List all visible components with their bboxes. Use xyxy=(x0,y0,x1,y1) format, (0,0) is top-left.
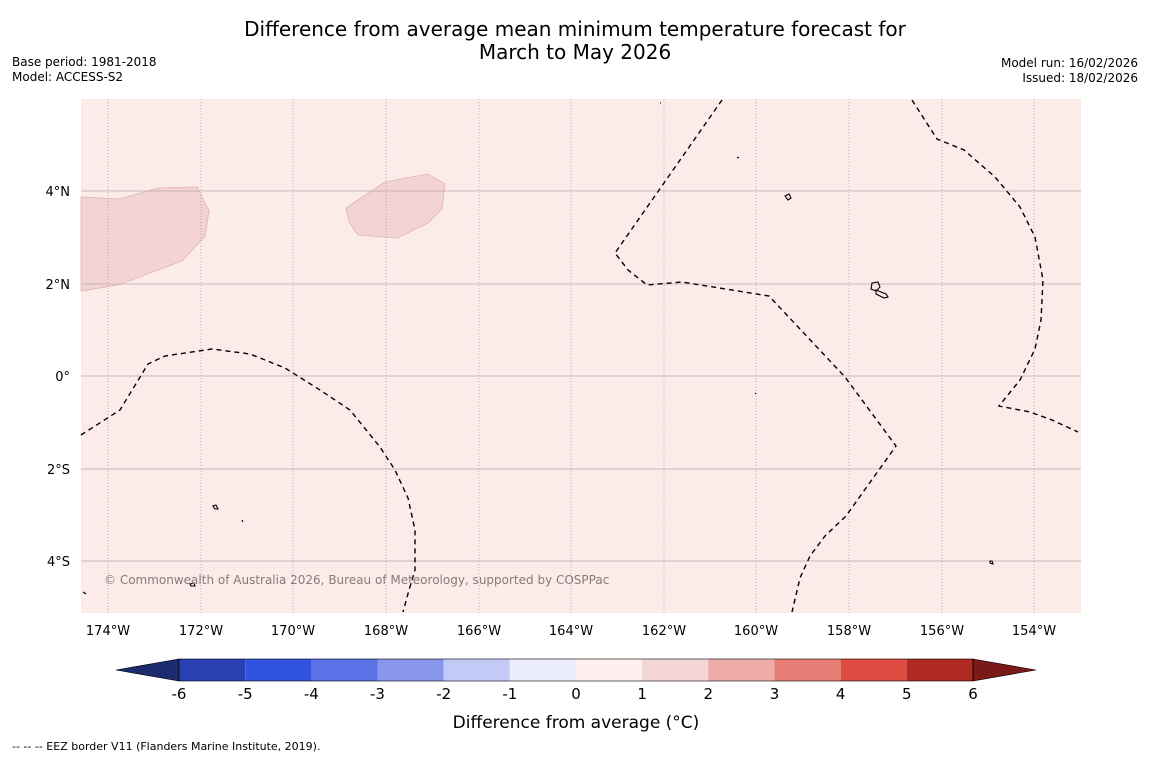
lon-label-172w: 172°W xyxy=(179,624,223,639)
lat-label-4s: 4°S xyxy=(47,555,70,570)
lon-label-154w: 154°W xyxy=(1012,624,1056,639)
colorbar-bin-m4-m3 xyxy=(311,659,378,681)
colorbar-tick-5: 5 xyxy=(902,685,912,703)
lon-label-166w: 166°W xyxy=(457,624,501,639)
island-atoll-8 xyxy=(736,156,740,159)
colorbar-bin-3-4 xyxy=(774,659,841,681)
lat-label-2n: 2°N xyxy=(46,278,71,293)
copyright-notice: © Commonwealth of Australia 2026, Bureau… xyxy=(104,573,609,587)
colorbar-tick-6: 6 xyxy=(968,685,978,703)
colorbar-bin-m2-m1 xyxy=(443,659,510,681)
colorbar-tick-m5: -5 xyxy=(238,685,253,703)
model-name: Model: ACCESS-S2 xyxy=(12,70,124,84)
lon-label-174w: 174°W xyxy=(86,624,130,639)
colorbar-outline xyxy=(178,658,974,682)
colorbar-tick-m2: -2 xyxy=(436,685,451,703)
longitude-labels: 174°W 172°W 170°W 168°W 166°W 164°W 162°… xyxy=(86,624,1056,639)
colorbar-bin-m1-0 xyxy=(509,659,576,681)
island-atoll-11 xyxy=(82,591,87,595)
lon-label-164w: 164°W xyxy=(549,624,593,639)
eez-border-phoenix xyxy=(80,348,416,613)
eez-footnote: -- -- -- EEZ border V11 (Flanders Marine… xyxy=(12,740,321,753)
island-atoll-5 xyxy=(189,582,196,587)
anomaly-patch-west xyxy=(80,186,210,292)
colorbar-bin-4-5 xyxy=(840,659,907,681)
island-atoll-3 xyxy=(875,289,889,299)
colorbar-bin-0-1 xyxy=(576,659,643,681)
colorbar-tick-4: 4 xyxy=(836,685,846,703)
colorbar-tick-3: 3 xyxy=(770,685,780,703)
islands xyxy=(82,102,994,595)
title-line-2: March to May 2026 xyxy=(478,40,672,64)
lat-label-0: 0° xyxy=(55,370,70,385)
island-atoll-10 xyxy=(754,392,757,395)
colorbar-bin-m5-m4 xyxy=(245,659,312,681)
island-atoll-2 xyxy=(870,281,881,292)
lon-label-158w: 158°W xyxy=(827,624,871,639)
meta-left: Base period: 1981-2018 Model: ACCESS-S2 xyxy=(12,55,157,85)
colorbar-label: Difference from average (°C) xyxy=(453,713,700,733)
colorbar-bin-1-2 xyxy=(642,659,709,681)
lat-label-4n: 4°N xyxy=(46,185,71,200)
anomaly-patch-central xyxy=(345,173,446,239)
colorbar-tick-m3: -3 xyxy=(370,685,385,703)
colorbar-bin-2-3 xyxy=(708,659,775,681)
model-run: Model run: 16/02/2026 xyxy=(1000,56,1138,70)
colorbar: -6 -5 -4 -3 -2 -1 0 1 2 3 4 5 6 Differen… xyxy=(115,658,1037,733)
colorbar-tick-m4: -4 xyxy=(304,685,319,703)
colorbar-ticks: -6 -5 -4 -3 -2 -1 0 1 2 3 4 5 6 xyxy=(172,685,978,703)
base-period: Base period: 1981-2018 xyxy=(12,55,157,69)
island-atoll-4 xyxy=(212,504,219,510)
colorbar-tick-m1: -1 xyxy=(502,685,517,703)
lon-label-156w: 156°W xyxy=(920,624,964,639)
lon-label-162w: 162°W xyxy=(642,624,686,639)
island-atoll-6 xyxy=(989,560,994,565)
map-background xyxy=(81,99,1081,613)
colorbar-extend-high xyxy=(972,658,1037,682)
eez-border-east xyxy=(911,99,1079,433)
map-title: Difference from average mean minimum tem… xyxy=(0,18,1150,64)
island-atoll-1 xyxy=(784,193,792,201)
lat-label-2s: 2°S xyxy=(47,463,70,478)
eez-borders xyxy=(80,99,1079,613)
eez-border-kiribati-line-north xyxy=(614,99,897,613)
map-figure: 4°N 2°N 0° 2°S 4°S 174°W 172°W 170°W 168… xyxy=(46,99,1081,733)
colorbar-tick-1: 1 xyxy=(637,685,647,703)
meta-right: Model run: 16/02/2026 Issued: 18/02/2026 xyxy=(1001,56,1138,86)
colorbar-tick-2: 2 xyxy=(704,685,714,703)
colorbar-bin-m6-m5 xyxy=(179,659,246,681)
latitude-labels: 4°N 2°N 0° 2°S 4°S xyxy=(46,185,71,570)
colorbar-bin-5-6 xyxy=(906,659,973,681)
lon-label-170w: 170°W xyxy=(271,624,315,639)
lon-label-160w: 160°W xyxy=(734,624,778,639)
colorbar-tick-m6: -6 xyxy=(172,685,187,703)
colorbar-tick-0: 0 xyxy=(571,685,581,703)
colorbar-extend-low xyxy=(115,658,180,682)
title-line-1: Difference from average mean minimum tem… xyxy=(244,17,906,41)
island-atoll-9 xyxy=(241,519,244,523)
colorbar-bin-m3-m2 xyxy=(377,659,444,681)
issued-date: Issued: 18/02/2026 xyxy=(1022,71,1138,85)
lon-label-168w: 168°W xyxy=(364,624,408,639)
parallels xyxy=(81,190,1081,562)
